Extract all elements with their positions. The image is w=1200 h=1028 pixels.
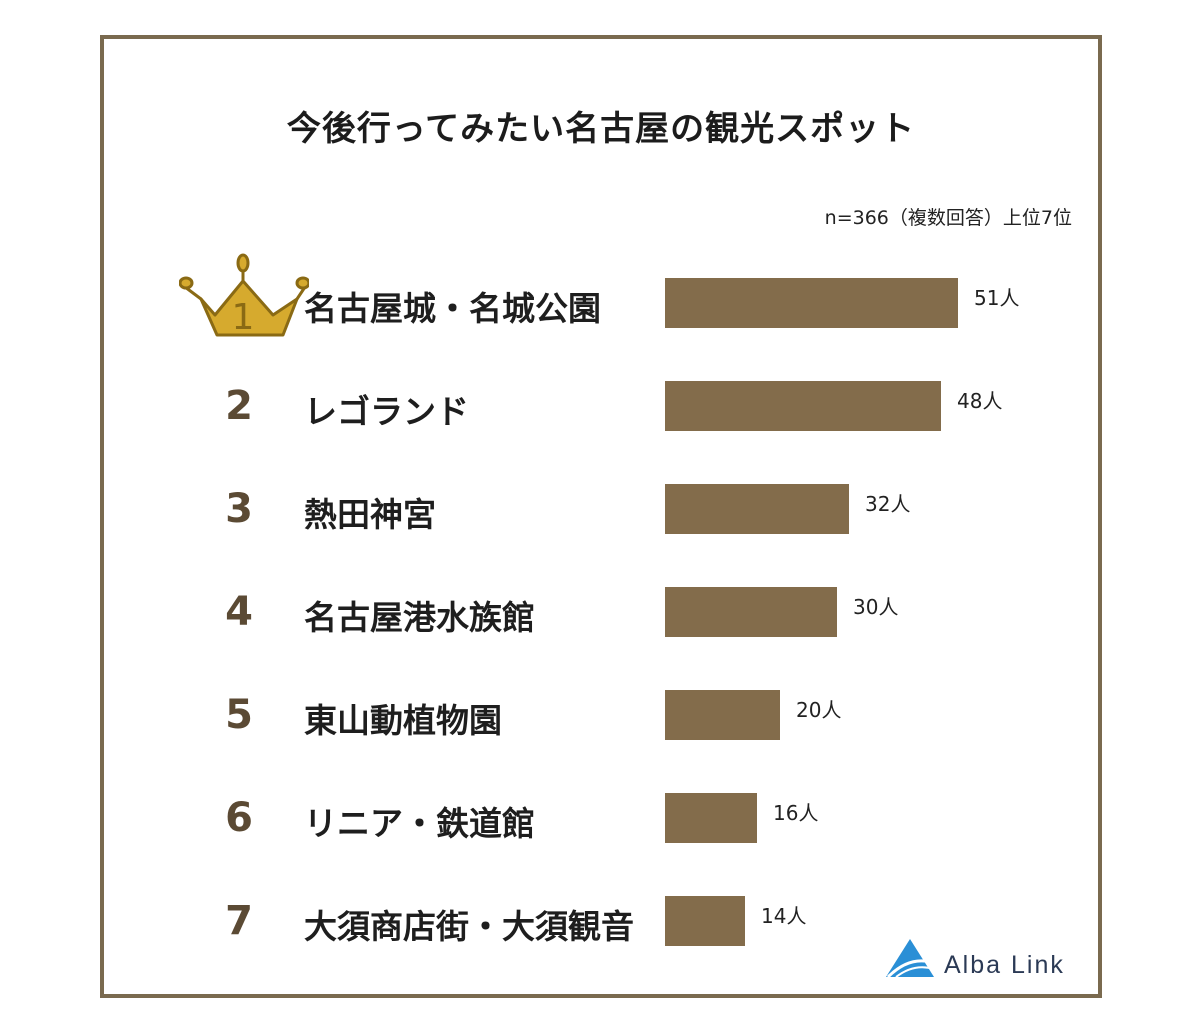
rank-number: 7 [225, 898, 253, 944]
chart-row: 7 大須商店街・大須観音 14人 [104, 896, 1098, 956]
rank-number: 3 [225, 486, 253, 532]
chart-row: 3 熱田神宮 32人 [104, 484, 1098, 544]
category-label: 名古屋城・名城公園 [304, 289, 601, 328]
category-label: 名古屋港水族館 [304, 598, 535, 637]
rank-number: 4 [225, 589, 253, 635]
value-label: 32人 [865, 492, 911, 516]
rank-1-number: 1 [232, 297, 255, 338]
chart-row: 名古屋城・名城公園 51人 [104, 278, 1098, 338]
rank-number: 6 [225, 795, 253, 841]
bar [665, 587, 837, 637]
bar [665, 381, 941, 431]
value-label: 48人 [957, 389, 1003, 413]
rank-number: 2 [225, 383, 253, 429]
crown-icon: 1 [179, 253, 309, 338]
bar [665, 278, 958, 328]
sample-note: n=366（複数回答）上位7位 [824, 207, 1072, 229]
chart-frame: 今後行ってみたい名古屋の観光スポット n=366（複数回答）上位7位 1 名古屋… [100, 35, 1102, 998]
value-label: 16人 [773, 801, 819, 825]
category-label: リニア・鉄道館 [304, 804, 535, 843]
bar [665, 896, 745, 946]
bar [665, 793, 757, 843]
value-label: 51人 [974, 286, 1020, 310]
chart-title: 今後行ってみたい名古屋の観光スポット [286, 109, 916, 149]
chart-row: 6 リニア・鉄道館 16人 [104, 793, 1098, 853]
bar [665, 484, 849, 534]
category-label: 大須商店街・大須観音 [304, 907, 634, 946]
value-label: 30人 [853, 595, 899, 619]
rank-number: 5 [225, 692, 253, 738]
bar [665, 690, 780, 740]
alba-link-logo-icon [886, 939, 935, 979]
brand-name: Alba Link [944, 951, 1065, 979]
category-label: レゴランド [304, 392, 469, 431]
chart-row: 5 東山動植物園 20人 [104, 690, 1098, 750]
category-label: 東山動植物園 [304, 701, 502, 740]
chart-row: 4 名古屋港水族館 30人 [104, 587, 1098, 647]
chart-row: 2 レゴランド 48人 [104, 381, 1098, 441]
value-label: 14人 [761, 904, 807, 928]
value-label: 20人 [796, 698, 842, 722]
category-label: 熱田神宮 [304, 495, 436, 534]
